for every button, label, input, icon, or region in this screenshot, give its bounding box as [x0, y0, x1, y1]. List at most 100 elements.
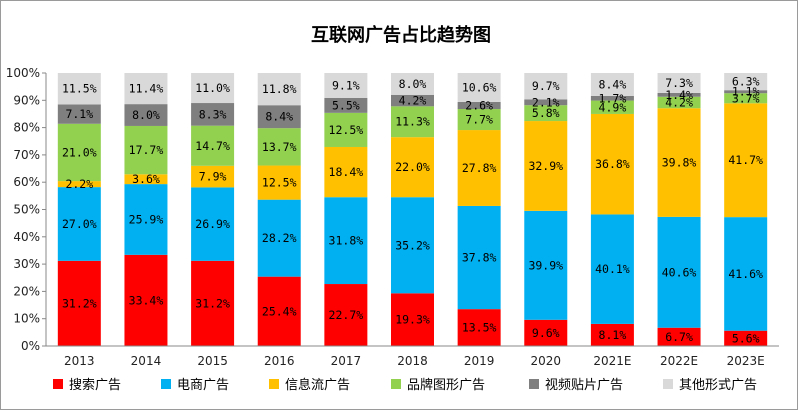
- data-label: 19.3%: [395, 313, 430, 327]
- data-label: 11.8%: [262, 82, 297, 96]
- bar-segment: [524, 121, 568, 211]
- legend-label: 其他形式广告: [679, 378, 757, 393]
- data-label: 11.0%: [195, 81, 230, 95]
- bar-segment: [57, 187, 101, 261]
- data-label: 8.3%: [199, 107, 227, 121]
- data-label: 12.5%: [262, 176, 297, 190]
- bar-segment: [57, 260, 101, 346]
- bar-segment: [724, 73, 768, 91]
- bar-segment: [324, 284, 368, 346]
- bar-stack-2015: 31.2% 26.9% 7.9% 14.7% 8.3% 11.0%: [191, 73, 235, 346]
- data-label: 1.7%: [599, 91, 627, 105]
- data-label: 33.4%: [129, 293, 164, 307]
- bar-stack-2014: 33.4% 25.9% 3.6% 17.7% 8.0% 11.4%: [124, 73, 168, 346]
- data-label: 3.7%: [732, 91, 760, 105]
- data-label: 8.1%: [599, 328, 627, 342]
- bar-segment: [457, 109, 501, 131]
- bar-segment: [391, 197, 434, 294]
- y-axis: 0% 10% 20% 30% 40% 50% 60% 70% 80% 90% 100%: [6, 66, 47, 353]
- data-label: 8.0%: [132, 108, 160, 122]
- bar-segment: [124, 73, 168, 105]
- legend-label: 视频贴片广告: [545, 378, 623, 393]
- bar-segment: [391, 293, 434, 346]
- y-tick-label: 10%: [13, 312, 40, 326]
- bar-segment: [590, 323, 634, 346]
- x-tick-label: 2013: [64, 354, 95, 368]
- bar-segment: [724, 217, 768, 331]
- bar-stack-2013: 31.2% 27.0% 2.2% 21.0% 7.1% 11.5%: [57, 73, 101, 346]
- data-label: 18.4%: [329, 165, 364, 179]
- bar-segment: [457, 73, 501, 102]
- data-label: 31.8%: [329, 234, 364, 248]
- data-label: 4.9%: [599, 100, 627, 114]
- bar-stack-2022E: 6.7% 40.6% 39.8% 4.2%1.4%7.3%: [657, 73, 701, 346]
- bar-segment: [124, 174, 168, 185]
- bar-stack-2021E: 8.1% 40.1% 36.8% 4.9%1.7%8.4%: [590, 73, 634, 346]
- bar-segment: [124, 104, 168, 126]
- legend-item: 电商广告: [161, 378, 229, 393]
- bar-segment: [524, 105, 568, 122]
- bar-segment: [524, 319, 568, 346]
- x-tick-label: 2017: [331, 354, 362, 368]
- bar-segment: [590, 73, 634, 96]
- y-tick-label: 80%: [13, 121, 40, 135]
- y-tick-label: 100%: [6, 66, 40, 80]
- x-tick-label: 2020: [530, 354, 561, 368]
- data-label: 17.7%: [129, 143, 164, 157]
- data-label: 2.1%: [532, 95, 560, 109]
- data-label: 3.6%: [132, 172, 160, 186]
- bar-segment: [657, 108, 701, 217]
- y-tick-label: 30%: [13, 257, 40, 271]
- data-label: 6.7%: [665, 330, 693, 344]
- data-label: 27.0%: [62, 217, 97, 231]
- bar-segment: [524, 73, 568, 100]
- legend-item: 品牌图形广告: [391, 377, 485, 393]
- bar-segment: [657, 327, 701, 346]
- bar-segment: [590, 214, 634, 324]
- bar-segment: [57, 181, 101, 188]
- data-label: 35.2%: [395, 238, 430, 252]
- data-label: 40.6%: [662, 265, 697, 279]
- data-label: 22.7%: [329, 308, 364, 322]
- data-label: 8.4%: [599, 77, 627, 91]
- data-label: 22.0%: [395, 160, 430, 174]
- bar-segment: [657, 216, 701, 328]
- data-label: 36.8%: [595, 157, 630, 171]
- data-label: 7.9%: [199, 170, 227, 184]
- bar-stack-2019: 13.5% 37.8% 27.8% 7.7%2.6% 10.6%: [457, 73, 501, 346]
- bar-stack-2017: 22.7% 31.8% 18.4% 12.5% 5.5% 9.1%: [324, 73, 368, 346]
- legend-label: 搜索广告: [69, 378, 121, 393]
- data-label: 9.6%: [532, 326, 560, 340]
- x-tick-label: 2014: [131, 354, 162, 368]
- bar-segment: [191, 73, 235, 104]
- bar-segment: [124, 184, 168, 255]
- bar-segment: [590, 113, 634, 215]
- x-tick-label: 2018: [397, 354, 428, 368]
- bar-segment: [191, 260, 235, 346]
- data-label: 8.0%: [399, 77, 427, 91]
- data-label: 37.8%: [462, 251, 497, 265]
- y-tick-label: 90%: [13, 93, 40, 107]
- data-label: 41.7%: [728, 153, 763, 167]
- x-tick-label: 2023E: [727, 354, 765, 368]
- data-label: 6.3%: [732, 75, 760, 89]
- bar-segment: [324, 197, 368, 285]
- x-tick-label: 2015: [197, 354, 228, 368]
- bar-stack-2018: 19.3% 35.2% 22.0% 11.3% 4.2% 8.0%: [391, 73, 434, 346]
- bar-segment: [257, 105, 301, 129]
- bar-segment: [324, 97, 368, 113]
- data-label: 31.2%: [62, 296, 97, 310]
- bar-segment: [391, 94, 434, 107]
- bar-segment: [57, 73, 101, 105]
- x-tick-label: 2016: [264, 354, 295, 368]
- bar-segment: [257, 199, 301, 277]
- data-label: 2.2%: [65, 177, 93, 191]
- bar-segment: [457, 101, 501, 110]
- x-tick-label: 2021E: [593, 354, 631, 368]
- bar-segment: [257, 165, 301, 200]
- bar-segment: [657, 92, 701, 97]
- data-label: 31.2%: [195, 296, 230, 310]
- bar-segment: [657, 73, 701, 93]
- y-tick-label: 70%: [13, 148, 40, 162]
